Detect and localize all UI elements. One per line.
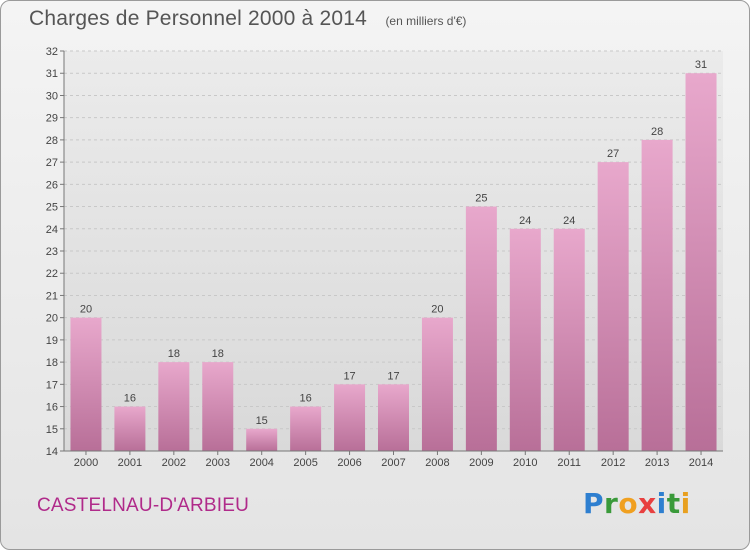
bar-value-label: 24 <box>519 215 531 227</box>
bar-value-label: 28 <box>651 126 663 138</box>
proxiti-logo[interactable]: Proxiti <box>583 487 691 520</box>
y-tick-label: 15 <box>46 424 58 436</box>
y-tick-label: 19 <box>46 335 58 347</box>
y-tick-label: 24 <box>46 224 58 236</box>
y-tick-label: 30 <box>46 90 58 102</box>
logo-letter: P <box>583 487 605 520</box>
bar <box>597 162 629 451</box>
y-tick-label: 16 <box>46 402 58 414</box>
bar <box>114 406 146 451</box>
x-tick-label: 2014 <box>689 457 713 469</box>
bar-value-label: 25 <box>475 193 487 205</box>
bar-value-label: 18 <box>168 348 180 360</box>
y-tick-label: 27 <box>46 157 58 169</box>
logo-letter: i <box>680 487 691 520</box>
x-tick-label: 2008 <box>425 457 449 469</box>
x-tick-label: 2000 <box>74 457 98 469</box>
bar <box>378 384 409 451</box>
bar-value-label: 16 <box>300 393 312 405</box>
y-tick-label: 23 <box>46 246 58 258</box>
y-tick-label: 29 <box>46 113 58 125</box>
logo-letter: t <box>666 487 681 520</box>
bar-value-label: 17 <box>343 370 355 382</box>
bar-value-label: 24 <box>563 215 575 227</box>
bar <box>158 362 190 451</box>
y-tick-label: 21 <box>46 290 58 302</box>
y-tick-label: 25 <box>46 202 58 214</box>
bar <box>641 139 673 451</box>
bar <box>553 228 585 451</box>
bar-value-label: 16 <box>124 393 136 405</box>
bar <box>421 317 453 451</box>
bar-value-label: 17 <box>387 370 399 382</box>
chart-unit: (en milliers d'€) <box>385 14 467 28</box>
logo-letter: r <box>604 487 619 520</box>
bar <box>334 384 366 451</box>
x-tick-label: 2010 <box>513 457 537 469</box>
title-row: Charges de Personnel 2000 à 2014 (en mil… <box>29 7 466 31</box>
bar-value-label: 18 <box>212 348 224 360</box>
x-tick-label: 2009 <box>469 457 493 469</box>
x-tick-label: 2004 <box>249 457 273 469</box>
y-tick-label: 14 <box>46 446 58 458</box>
y-tick-label: 20 <box>46 313 58 325</box>
x-tick-label: 2007 <box>381 457 405 469</box>
logo-letter: o <box>618 487 639 520</box>
bar <box>465 206 497 451</box>
x-tick-label: 2011 <box>557 457 581 469</box>
bar <box>685 73 717 451</box>
bar-value-label: 20 <box>80 304 92 316</box>
y-tick-label: 22 <box>46 268 58 280</box>
x-tick-label: 2001 <box>118 457 142 469</box>
logo-letter: i <box>656 487 667 520</box>
x-tick-label: 2005 <box>293 457 317 469</box>
bar <box>509 228 541 451</box>
logo-letter: x <box>638 487 657 520</box>
bar <box>290 406 322 451</box>
bar-value-label: 31 <box>695 59 707 71</box>
bar-value-label: 20 <box>431 304 443 316</box>
y-tick-label: 18 <box>46 357 58 369</box>
y-tick-label: 31 <box>46 68 58 80</box>
x-tick-label: 2013 <box>645 457 669 469</box>
bar <box>202 362 234 451</box>
bar-value-label: 27 <box>607 148 619 160</box>
x-tick-label: 2002 <box>162 457 186 469</box>
bar-value-label: 15 <box>256 415 268 427</box>
commune-name: CASTELNAU-D'ARBIEU <box>37 495 250 516</box>
bar <box>70 317 102 451</box>
y-tick-label: 28 <box>46 135 58 147</box>
y-tick-label: 17 <box>46 379 58 391</box>
x-tick-label: 2012 <box>601 457 625 469</box>
y-tick-label: 26 <box>46 179 58 191</box>
x-tick-label: 2003 <box>206 457 230 469</box>
x-tick-label: 2006 <box>337 457 361 469</box>
bar <box>246 428 278 451</box>
chart-title: Charges de Personnel 2000 à 2014 <box>29 7 367 30</box>
y-tick-label: 32 <box>46 46 58 58</box>
